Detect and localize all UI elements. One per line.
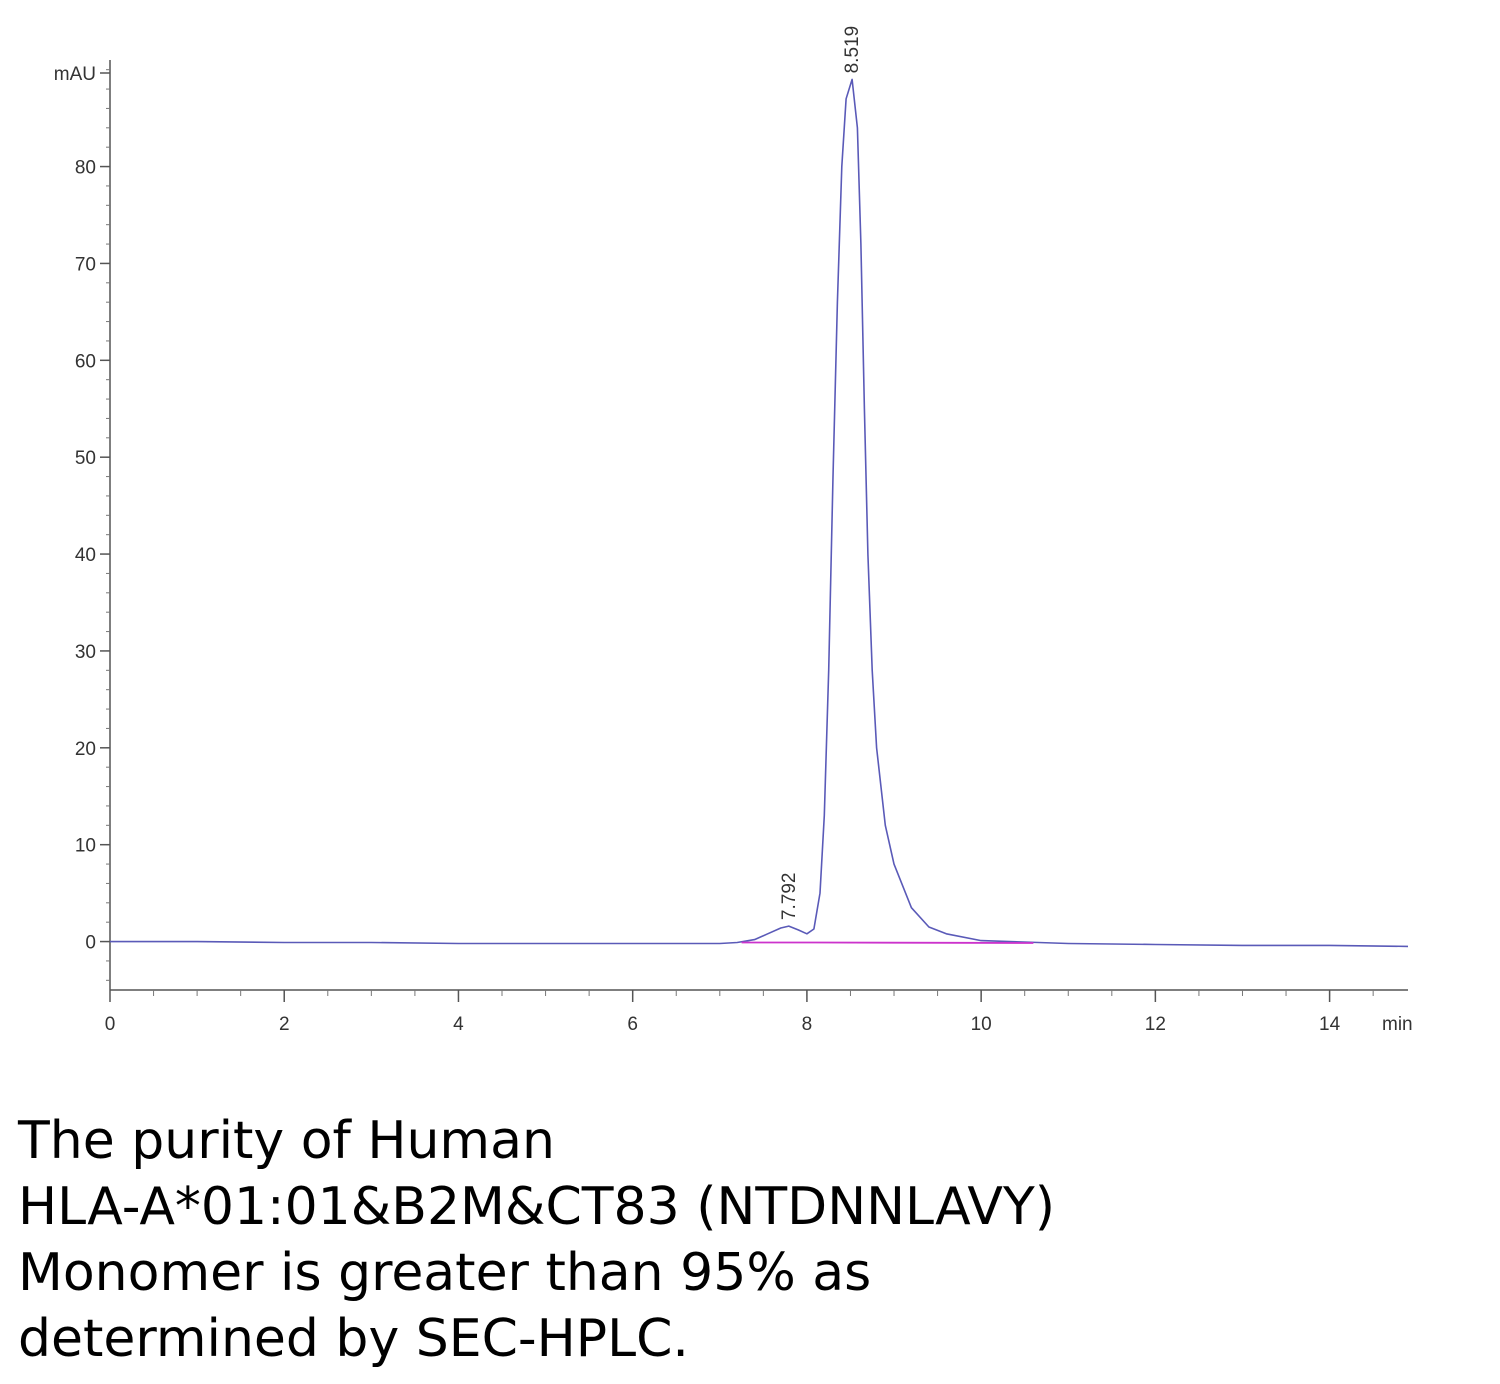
- x-tick-label: 4: [453, 1014, 464, 1035]
- x-tick-label: 0: [105, 1014, 116, 1035]
- x-tick-label: 6: [627, 1014, 638, 1035]
- y-tick-label: 10: [75, 836, 96, 857]
- y-axis-label: mAU: [54, 64, 96, 85]
- y-tick-label: 60: [75, 351, 96, 372]
- y-tick-label: 0: [85, 933, 96, 954]
- x-tick-label: 2: [279, 1014, 290, 1035]
- y-tick-label: 30: [75, 642, 96, 663]
- baseline-trace: [741, 941, 1034, 944]
- caption-line-2: HLA-A*01:01&B2M&CT83 (NTDNNLAVY): [18, 1177, 1056, 1237]
- y-tick-label: 20: [75, 739, 96, 760]
- chromatogram-trace: [110, 78, 1409, 948]
- y-tick-label: 50: [75, 448, 96, 469]
- x-tick-label: 12: [1145, 1014, 1166, 1035]
- y-tick-label: 70: [75, 254, 96, 275]
- caption-line-4: determined by SEC-HPLC.: [18, 1309, 689, 1369]
- caption: The purity of Human HLA-A*01:01&B2M&CT83…: [18, 1108, 1478, 1372]
- peak-label: 8.519: [842, 26, 863, 74]
- chromatogram-chart: 0 10 20 30 40 50 60 70 80 mAU 0 2 4 6 8 10 12 14 min 7.792 8…: [54, 26, 1413, 1035]
- x-tick-label: 14: [1319, 1014, 1341, 1035]
- caption-line-1: The purity of Human: [18, 1111, 555, 1171]
- chromatogram-svg: 0 10 20 30 40 50 60 70 80 mAU 0 2 4 6 8 10 12 14 min 7.792 8…: [54, 26, 1413, 1035]
- peak-label: 7.792: [779, 873, 800, 921]
- x-tick-label: 10: [971, 1014, 992, 1035]
- caption-line-3: Monomer is greater than 95% as: [18, 1243, 872, 1303]
- y-tick-label: 80: [75, 158, 96, 179]
- x-tick-label: 8: [802, 1014, 813, 1035]
- x-axis-label: min: [1382, 1014, 1413, 1035]
- y-tick-label: 40: [75, 545, 96, 566]
